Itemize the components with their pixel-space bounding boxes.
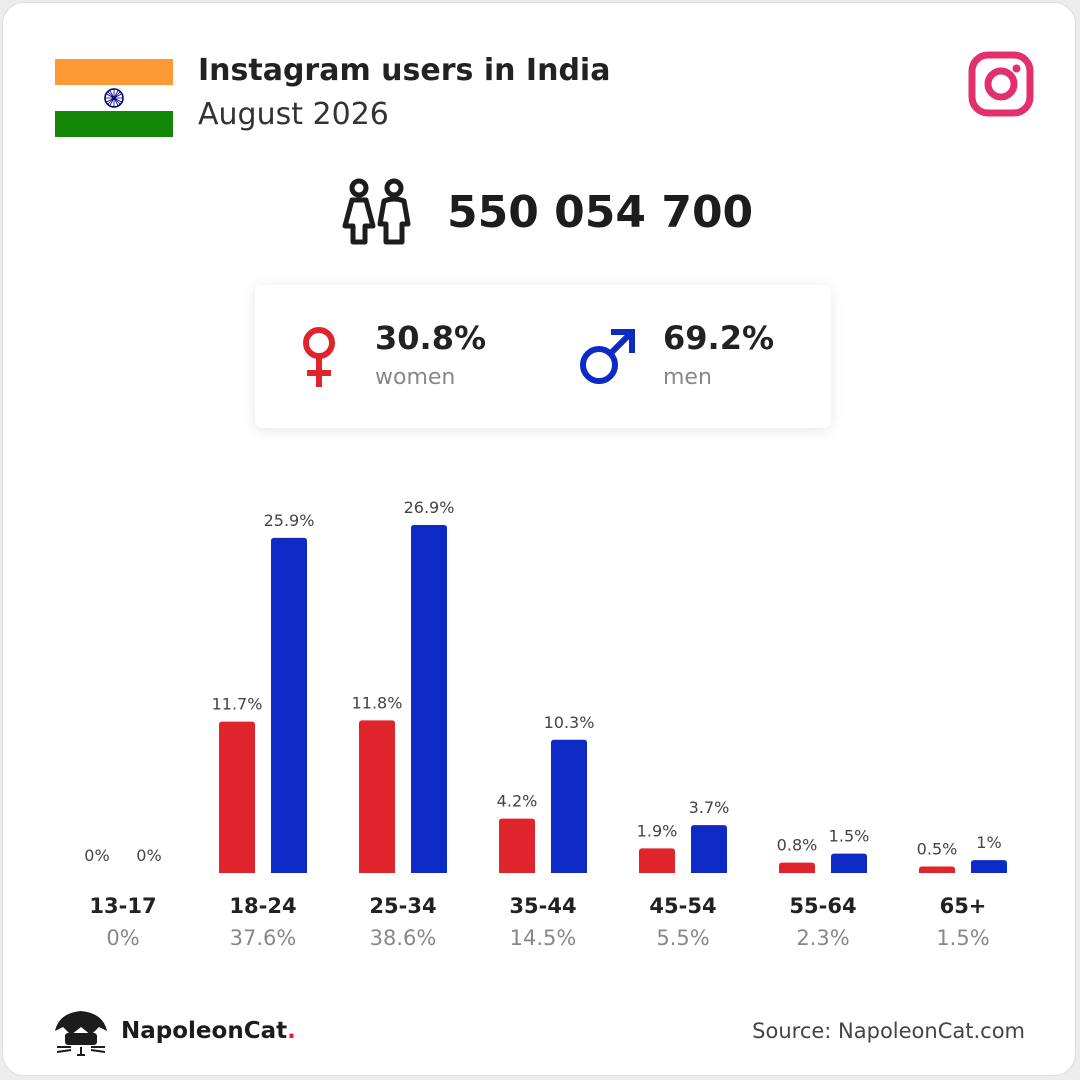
men-value-label: 25.9% xyxy=(264,511,315,530)
men-bar-35-44 xyxy=(551,739,587,873)
men-bar-55-64 xyxy=(831,853,867,873)
total-users: 550 054 700 xyxy=(341,175,753,249)
women-value-label: 0.8% xyxy=(777,836,818,855)
category-label: 18-24 xyxy=(229,894,296,918)
instagram-icon xyxy=(968,51,1034,117)
men-label: men xyxy=(663,365,712,390)
men-value-label: 1.5% xyxy=(829,827,870,846)
napoleoncat-logo-icon xyxy=(55,1011,107,1056)
women-value-label: 0% xyxy=(84,846,109,865)
brand-name: NapoleonCat xyxy=(121,1018,288,1044)
category-total-label: 0% xyxy=(106,926,139,950)
men-value-label: 26.9% xyxy=(404,498,455,517)
category-total-label: 14.5% xyxy=(510,926,577,950)
men-bar-45-54 xyxy=(691,825,727,873)
total-users-value: 550 054 700 xyxy=(447,186,754,238)
people-icon xyxy=(342,178,411,245)
category-total-label: 38.6% xyxy=(370,926,437,950)
india-flag-icon xyxy=(55,59,173,137)
page-subtitle: August 2026 xyxy=(198,97,389,132)
men-value-label: 10.3% xyxy=(544,713,595,732)
men-value-label: 1% xyxy=(976,833,1001,852)
men-bar-25-34 xyxy=(411,525,447,873)
category-label: 25-34 xyxy=(369,894,436,918)
gender-split-box: 30.8% women 69.2% men xyxy=(255,285,831,428)
category-total-label: 37.6% xyxy=(230,926,297,950)
category-total-label: 5.5% xyxy=(656,926,709,950)
men-value-label: 0% xyxy=(136,846,161,865)
category-total-label: 2.3% xyxy=(796,926,849,950)
age-gender-bar-chart: 0% 0% 13-17 0% 11.7% 25.9% 18-24 37.6% 11.8% 26.9… xyxy=(84,498,1007,950)
women-percentage: 30.8% xyxy=(375,319,487,357)
male-icon xyxy=(580,329,635,384)
men-percentage: 69.2% xyxy=(663,319,775,357)
women-bar-45-54 xyxy=(639,848,675,873)
women-value-label: 11.8% xyxy=(352,693,403,712)
women-value-label: 0.5% xyxy=(917,840,958,859)
brand-dot: . xyxy=(287,1018,296,1044)
napoleoncat-logo: NapoleonCat. xyxy=(51,1005,296,1057)
category-label: 65+ xyxy=(940,894,987,918)
female-icon xyxy=(303,327,335,387)
women-bar-65+ xyxy=(919,866,955,873)
category-label: 45-54 xyxy=(649,894,716,918)
men-bar-65+ xyxy=(971,860,1007,873)
women-bar-25-34 xyxy=(359,720,395,873)
women-bar-35-44 xyxy=(499,818,535,873)
women-value-label: 11.7% xyxy=(212,695,263,714)
women-bar-55-64 xyxy=(779,862,815,873)
page-title: Instagram users in India xyxy=(198,53,611,88)
women-value-label: 1.9% xyxy=(637,821,678,840)
source-text: Source: NapoleonCat.com xyxy=(752,1019,1025,1043)
women-label: women xyxy=(375,365,456,390)
women-bar-18-24 xyxy=(219,721,255,873)
category-total-label: 1.5% xyxy=(936,926,989,950)
category-label: 13-17 xyxy=(89,894,156,918)
category-label: 55-64 xyxy=(789,894,856,918)
category-label: 35-44 xyxy=(509,894,576,918)
men-value-label: 3.7% xyxy=(689,798,730,817)
men-bar-18-24 xyxy=(271,537,307,873)
women-value-label: 4.2% xyxy=(497,792,538,811)
